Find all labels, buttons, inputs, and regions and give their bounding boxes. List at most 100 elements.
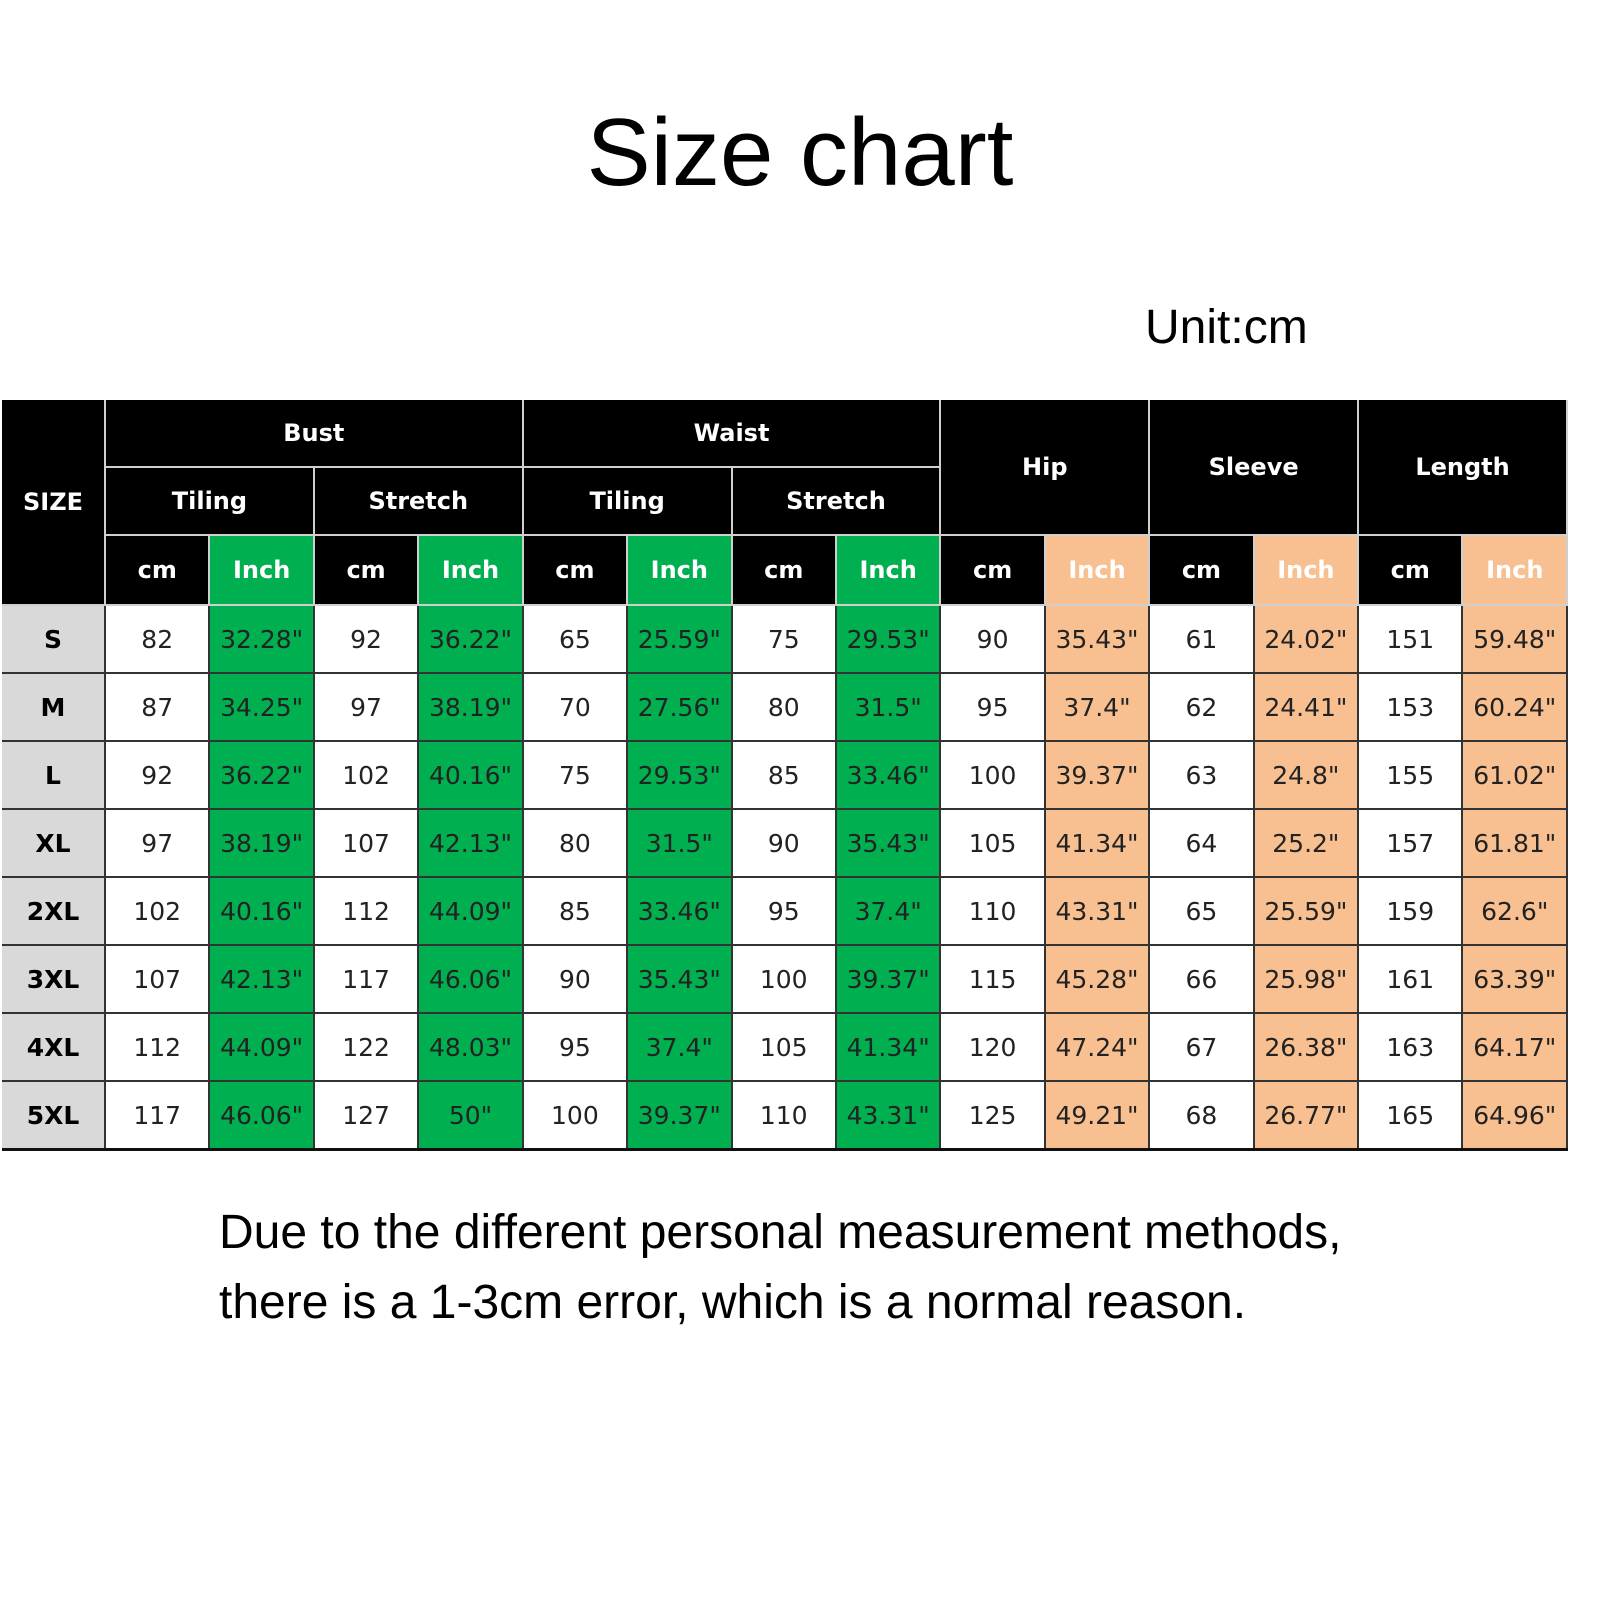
inch-cell: 41.34" <box>834 1012 942 1082</box>
inch-cell: 64.96" <box>1461 1080 1568 1151</box>
inch-cell: 42.13" <box>208 944 315 1014</box>
cm-cell: 159 <box>1357 876 1464 946</box>
inch-cell: 45.28" <box>1043 944 1151 1014</box>
size-chart-table: SIZE Bust Waist Hip Sleeve Length Tiling… <box>2 400 1568 1151</box>
table-row: 5XL 117 46.06" 127 50" 100 39.37" 110 43.31" 125 4… <box>2 1080 1568 1151</box>
size-cell: M <box>2 672 106 742</box>
cm-cell: 97 <box>312 672 420 742</box>
cm-cell: 100 <box>939 740 1046 810</box>
size-cell: L <box>2 740 106 810</box>
inch-cell: 37.4" <box>1043 672 1151 742</box>
cm-cell: 161 <box>1357 944 1464 1014</box>
size-cell: 5XL <box>2 1080 106 1151</box>
unit-header-inch: Inch <box>417 534 524 606</box>
cm-cell: 110 <box>730 1080 837 1151</box>
cm-cell: 115 <box>939 944 1046 1014</box>
cm-cell: 65 <box>521 604 629 674</box>
cm-cell: 122 <box>312 1012 420 1082</box>
group-bust: Bust <box>104 400 524 468</box>
cm-cell: 75 <box>730 604 837 674</box>
cm-cell: 165 <box>1357 1080 1464 1151</box>
inch-cell: 44.09" <box>208 1012 315 1082</box>
cm-cell: 87 <box>103 672 211 742</box>
inch-cell: 40.16" <box>208 876 315 946</box>
inch-cell: 61.02" <box>1461 740 1568 810</box>
inch-cell: 38.19" <box>417 672 524 742</box>
unit-header-cm: cm <box>730 534 837 606</box>
cm-cell: 63 <box>1148 740 1255 810</box>
group-waist: Waist <box>521 400 942 468</box>
unit-header-inch: Inch <box>834 534 942 606</box>
cm-cell: 68 <box>1148 1080 1255 1151</box>
inch-cell: 48.03" <box>417 1012 524 1082</box>
size-cell: 4XL <box>2 1012 106 1082</box>
unit-header-cm: cm <box>939 534 1046 606</box>
unit-header-inch: Inch <box>1252 534 1360 606</box>
size-cell: XL <box>2 808 106 878</box>
inch-cell: 32.28" <box>208 604 315 674</box>
cm-cell: 127 <box>312 1080 420 1151</box>
inch-cell: 25.59" <box>626 604 733 674</box>
cm-cell: 117 <box>103 1080 211 1151</box>
inch-cell: 35.43" <box>834 808 942 878</box>
inch-cell: 61.81" <box>1461 808 1568 878</box>
note-line-2: there is a 1-3cm error, which is a norma… <box>219 1276 1247 1329</box>
table-row: XL 97 38.19" 107 42.13" 80 31.5" 90 35.43" 105 41.… <box>2 808 1568 878</box>
inch-cell: 39.37" <box>1043 740 1151 810</box>
table-row: M 87 34.25" 97 38.19" 70 27.56" 80 31.5" 95 37.4" 6… <box>2 672 1568 742</box>
inch-cell: 43.31" <box>1043 876 1151 946</box>
inch-cell: 46.06" <box>208 1080 315 1151</box>
inch-cell: 24.02" <box>1252 604 1360 674</box>
unit-header-inch: Inch <box>1043 534 1151 606</box>
inch-cell: 24.8" <box>1252 740 1360 810</box>
cm-cell: 100 <box>730 944 837 1014</box>
table-row: L 92 36.22" 102 40.16" 75 29.53" 85 33.46" 100 39.… <box>2 740 1568 810</box>
group-length: Length <box>1357 400 1568 536</box>
inch-cell: 33.46" <box>626 876 733 946</box>
unit-label: Unit:cm <box>1145 301 1308 354</box>
cm-cell: 95 <box>521 1012 629 1082</box>
cm-cell: 85 <box>521 876 629 946</box>
inch-cell: 39.37" <box>834 944 942 1014</box>
unit-header-inch: Inch <box>1461 534 1568 606</box>
cm-cell: 82 <box>103 604 211 674</box>
cm-cell: 92 <box>103 740 211 810</box>
table-row: 4XL 112 44.09" 122 48.03" 95 37.4" 105 41.34" 120… <box>2 1012 1568 1082</box>
inch-cell: 34.25" <box>208 672 315 742</box>
inch-cell: 63.39" <box>1461 944 1568 1014</box>
page-title: Size chart <box>586 99 1014 206</box>
cm-cell: 92 <box>312 604 420 674</box>
cm-cell: 107 <box>103 944 211 1014</box>
cm-cell: 90 <box>730 808 837 878</box>
cm-cell: 85 <box>730 740 837 810</box>
inch-cell: 37.4" <box>626 1012 733 1082</box>
note-line-1: Due to the different personal measuremen… <box>219 1206 1342 1259</box>
inch-cell: 29.53" <box>626 740 733 810</box>
inch-cell: 40.16" <box>417 740 524 810</box>
cm-cell: 105 <box>730 1012 837 1082</box>
inch-cell: 44.09" <box>417 876 524 946</box>
inch-cell: 43.31" <box>834 1080 942 1151</box>
cm-cell: 125 <box>939 1080 1046 1151</box>
cm-cell: 65 <box>1148 876 1255 946</box>
cm-cell: 80 <box>521 808 629 878</box>
measurement-note: Due to the different personal measuremen… <box>219 1198 1341 1338</box>
group-hip: Hip <box>939 400 1151 536</box>
inch-cell: 31.5" <box>626 808 733 878</box>
size-header: SIZE <box>2 400 106 606</box>
inch-cell: 29.53" <box>834 604 942 674</box>
inch-cell: 47.24" <box>1043 1012 1151 1082</box>
unit-header-inch: Inch <box>208 534 315 606</box>
cm-cell: 153 <box>1357 672 1464 742</box>
inch-cell: 24.41" <box>1252 672 1360 742</box>
size-cell: 2XL <box>2 876 106 946</box>
cm-cell: 67 <box>1148 1012 1255 1082</box>
inch-cell: 46.06" <box>417 944 524 1014</box>
inch-cell: 64.17" <box>1461 1012 1568 1082</box>
inch-cell: 31.5" <box>834 672 942 742</box>
unit-header-cm: cm <box>312 534 420 606</box>
unit-header-inch: Inch <box>626 534 733 606</box>
cm-cell: 110 <box>939 876 1046 946</box>
inch-cell: 25.2" <box>1252 808 1360 878</box>
cm-cell: 163 <box>1357 1012 1464 1082</box>
